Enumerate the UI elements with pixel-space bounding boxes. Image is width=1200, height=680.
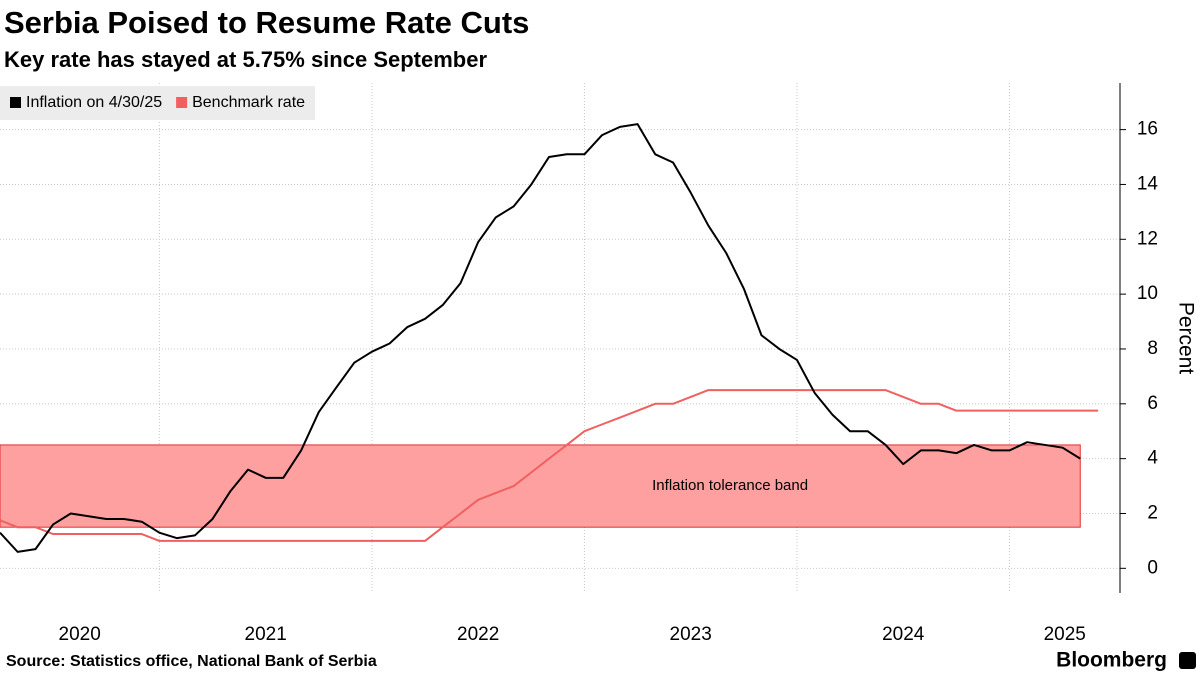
legend: Inflation on 4/30/25 Benchmark rate xyxy=(0,86,316,120)
y-tick-label: 12 xyxy=(1137,228,1158,249)
y-tick-label: 2 xyxy=(1147,502,1158,523)
x-tick-label: 2020 xyxy=(59,624,101,645)
y-axis-label: Percent xyxy=(1174,302,1197,375)
x-tick-label: 2023 xyxy=(670,624,712,645)
series-line xyxy=(0,389,1099,542)
y-tick-label: 14 xyxy=(1137,173,1159,194)
y-tick-label: 10 xyxy=(1137,283,1158,304)
brand: Bloomberg xyxy=(1056,649,1167,672)
band-label: Inflation tolerance band xyxy=(652,477,808,494)
y-tick-label: 6 xyxy=(1147,393,1158,414)
source: Source: Statistics office, National Bank… xyxy=(6,653,377,670)
legend-background xyxy=(0,86,316,120)
legend-swatch xyxy=(10,97,21,108)
tolerance-band xyxy=(0,444,1081,528)
legend-swatch xyxy=(176,97,188,108)
legend-label: Inflation on 4/30/25 xyxy=(26,94,162,111)
x-tick-label: 2022 xyxy=(457,624,499,645)
brand-icon xyxy=(1179,652,1196,669)
y-tick-label: 4 xyxy=(1147,448,1158,469)
y-tick-label: 8 xyxy=(1147,338,1158,359)
x-tick-label: 2024 xyxy=(882,624,925,645)
y-tick-label: 0 xyxy=(1147,557,1158,578)
chart-subtitle: Key rate has stayed at 5.75% since Septe… xyxy=(4,47,487,72)
x-tick-label: 2025 xyxy=(1044,624,1086,645)
plot: 0 2 4 6 8 10 12 14 16 2020 2021 2022 2023 2024 2025 Per… xyxy=(0,83,1197,645)
chart-title: Serbia Poised to Resume Rate Cuts xyxy=(4,5,529,40)
series-line xyxy=(0,123,1081,553)
y-tick-label: 16 xyxy=(1137,119,1158,140)
x-tick-label: 2021 xyxy=(245,624,287,645)
legend-label: Benchmark rate xyxy=(192,94,305,111)
